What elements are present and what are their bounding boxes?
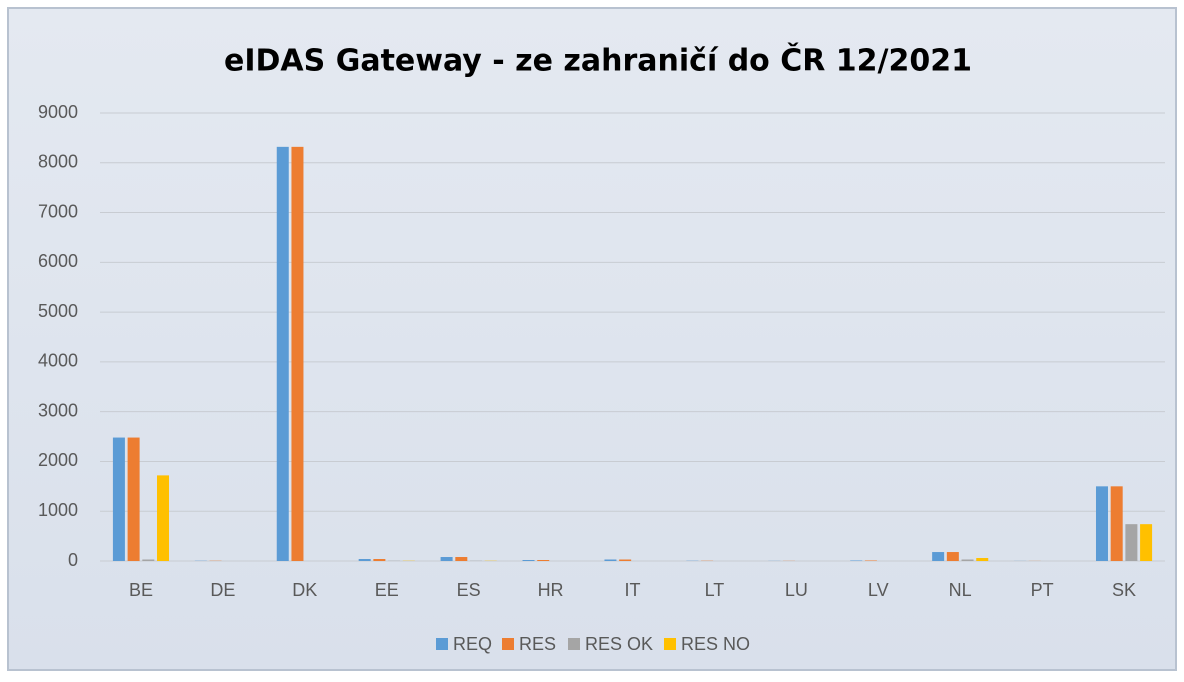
legend-label: REQ: [453, 634, 492, 654]
x-tick-label: DE: [210, 580, 235, 600]
bar: [113, 438, 125, 561]
x-tick-label: LV: [868, 580, 889, 600]
y-tick-label: 6000: [38, 251, 78, 271]
bar: [1111, 486, 1123, 561]
chart-frame: [8, 8, 1176, 670]
x-tick-label: LU: [785, 580, 808, 600]
y-tick-label: 4000: [38, 351, 78, 371]
x-tick-label: BE: [129, 580, 153, 600]
y-tick-label: 7000: [38, 201, 78, 221]
legend-label: RES OK: [585, 634, 653, 654]
y-tick-label: 8000: [38, 152, 78, 172]
bar: [455, 557, 467, 561]
x-tick-label: NL: [949, 580, 972, 600]
bar: [947, 552, 959, 561]
x-tick-label: SK: [1112, 580, 1136, 600]
bar: [932, 552, 944, 561]
y-tick-label: 1000: [38, 500, 78, 520]
y-tick-label: 3000: [38, 400, 78, 420]
legend-swatch: [436, 638, 448, 650]
y-tick-label: 5000: [38, 301, 78, 321]
y-tick-label: 2000: [38, 450, 78, 470]
bar: [277, 147, 289, 561]
bar: [537, 560, 549, 561]
x-tick-label: DK: [292, 580, 317, 600]
chart-title: eIDAS Gateway - ze zahraničí do ČR 12/20…: [224, 42, 972, 79]
bar: [976, 558, 988, 561]
y-tick-label: 9000: [38, 102, 78, 122]
bar: [1125, 524, 1137, 561]
x-tick-label: ES: [457, 580, 481, 600]
x-tick-label: IT: [625, 580, 641, 600]
legend-swatch: [664, 638, 676, 650]
bar: [142, 560, 154, 561]
x-tick-label: LT: [705, 580, 725, 600]
legend-swatch: [502, 638, 514, 650]
x-tick-label: HR: [538, 580, 564, 600]
bar: [359, 559, 371, 561]
bar: [1140, 524, 1152, 561]
legend-swatch: [568, 638, 580, 650]
legend-label: RES: [519, 634, 556, 654]
bar: [291, 147, 303, 561]
bar: [128, 438, 140, 561]
bar: [157, 475, 169, 561]
bar: [604, 560, 616, 561]
bar: [962, 560, 974, 561]
bar: [373, 559, 385, 561]
legend-label: RES NO: [681, 634, 750, 654]
y-tick-label: 0: [68, 550, 78, 570]
bar: [1096, 486, 1108, 561]
x-tick-label: PT: [1031, 580, 1054, 600]
bar: [523, 560, 535, 561]
x-tick-label: EE: [375, 580, 399, 600]
bar: [619, 560, 631, 561]
bar: [441, 557, 453, 561]
